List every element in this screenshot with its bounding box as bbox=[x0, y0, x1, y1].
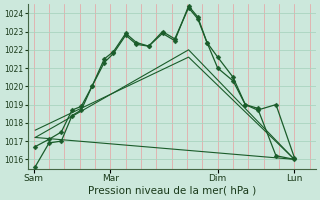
X-axis label: Pression niveau de la mer( hPa ): Pression niveau de la mer( hPa ) bbox=[88, 186, 256, 196]
